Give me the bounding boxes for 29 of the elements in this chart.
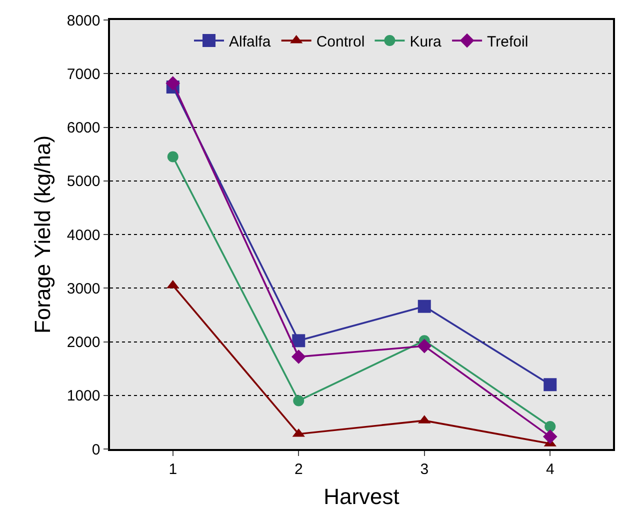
point: [418, 300, 431, 313]
x-tick-label: 4: [546, 460, 554, 478]
x-tick-label: 1: [168, 460, 178, 478]
legend-label: Kura: [410, 33, 442, 50]
point: [542, 430, 558, 444]
point: [291, 350, 306, 364]
y-tick-label: 7000: [66, 66, 100, 83]
point: [167, 151, 178, 162]
legend-label: Alfalfa: [229, 33, 272, 50]
point: [417, 338, 432, 354]
legend-label: Control: [316, 33, 365, 50]
point: [544, 420, 556, 432]
y-tick-label: 4000: [66, 226, 100, 244]
x-tick-label: 2: [294, 460, 303, 478]
point: [544, 378, 557, 392]
y-tick-label: 6000: [66, 120, 100, 136]
y-tick-label: 3000: [66, 280, 100, 298]
y-tick-label: 1000: [66, 388, 100, 405]
point: [292, 334, 306, 348]
point: [166, 76, 180, 90]
x-tick-label: 3: [420, 460, 429, 478]
point: [293, 395, 304, 406]
y-tick-label: 5000: [66, 173, 100, 190]
legend-label: Trefoil: [487, 33, 528, 50]
y-axis-title: Forage Yield (kg/ha): [30, 135, 56, 334]
y-tick-label: 2000: [66, 334, 100, 351]
y-tick-label: 8000: [66, 12, 100, 30]
y-tick-label: 0: [92, 441, 100, 458]
x-axis-title: Harvest: [324, 484, 400, 510]
